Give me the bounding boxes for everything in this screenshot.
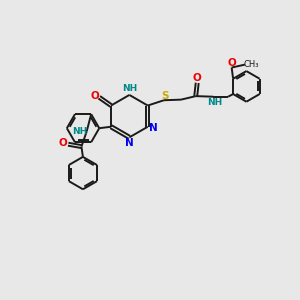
Text: O: O bbox=[228, 58, 237, 68]
Text: CH₃: CH₃ bbox=[244, 60, 259, 69]
Text: NH: NH bbox=[207, 98, 222, 106]
Text: N: N bbox=[149, 123, 158, 133]
Text: O: O bbox=[59, 138, 68, 148]
Text: N: N bbox=[125, 138, 134, 148]
Text: S: S bbox=[161, 91, 169, 101]
Text: NH: NH bbox=[122, 84, 137, 93]
Text: NH: NH bbox=[72, 128, 87, 136]
Text: O: O bbox=[193, 73, 202, 83]
Text: O: O bbox=[91, 91, 99, 101]
